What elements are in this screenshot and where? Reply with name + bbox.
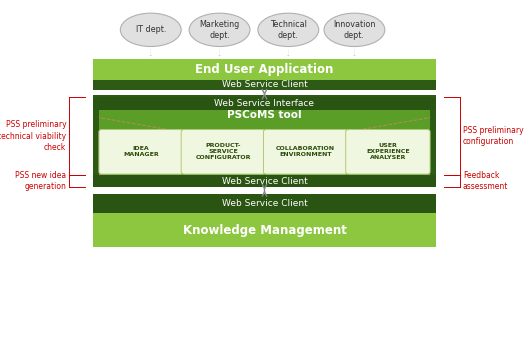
FancyBboxPatch shape [346, 130, 430, 174]
Text: PSCoMS tool: PSCoMS tool [227, 110, 302, 120]
Text: USER
EXPERIENCE
ANALYSER: USER EXPERIENCE ANALYSER [366, 143, 409, 160]
FancyBboxPatch shape [99, 130, 183, 174]
Text: Web Service Client: Web Service Client [222, 199, 307, 208]
Text: IDEA
MANAGER: IDEA MANAGER [123, 146, 159, 157]
Ellipse shape [189, 13, 250, 46]
Bar [93, 175, 436, 187]
Bar [99, 110, 430, 175]
Text: Web Service Client: Web Service Client [222, 177, 307, 186]
Text: Web Service Client: Web Service Client [222, 80, 307, 89]
FancyBboxPatch shape [263, 130, 348, 174]
Text: Web Service Interface: Web Service Interface [214, 99, 315, 108]
Bar [93, 59, 436, 90]
Bar [93, 97, 436, 110]
Bar [93, 80, 436, 90]
Text: IT dept.: IT dept. [135, 25, 166, 34]
Ellipse shape [120, 13, 181, 46]
Bar [93, 194, 436, 213]
Text: PSS preliminary
configuration: PSS preliminary configuration [463, 126, 524, 146]
Text: End User Application: End User Application [195, 63, 334, 76]
Ellipse shape [324, 13, 385, 46]
Ellipse shape [258, 13, 318, 46]
Text: PSS preliminary
technical viability
check: PSS preliminary technical viability chec… [0, 120, 66, 152]
Text: COLLABORATION
ENVIRONMENT: COLLABORATION ENVIRONMENT [276, 146, 335, 157]
Text: Marketing
dept.: Marketing dept. [199, 20, 240, 40]
Text: Knowledge Management: Knowledge Management [183, 224, 346, 237]
FancyBboxPatch shape [181, 130, 266, 174]
Text: Feedback
assessment: Feedback assessment [463, 171, 508, 191]
Text: Innovation
dept.: Innovation dept. [333, 20, 376, 40]
Bar [93, 59, 436, 81]
Text: Technical
dept.: Technical dept. [270, 20, 307, 40]
Bar [93, 213, 436, 247]
Text: PRODUCT-
SERVICE
CONFIGURATOR: PRODUCT- SERVICE CONFIGURATOR [196, 143, 251, 160]
Bar [93, 95, 436, 187]
Text: PSS new idea
generation: PSS new idea generation [15, 171, 66, 191]
Bar [93, 194, 436, 247]
